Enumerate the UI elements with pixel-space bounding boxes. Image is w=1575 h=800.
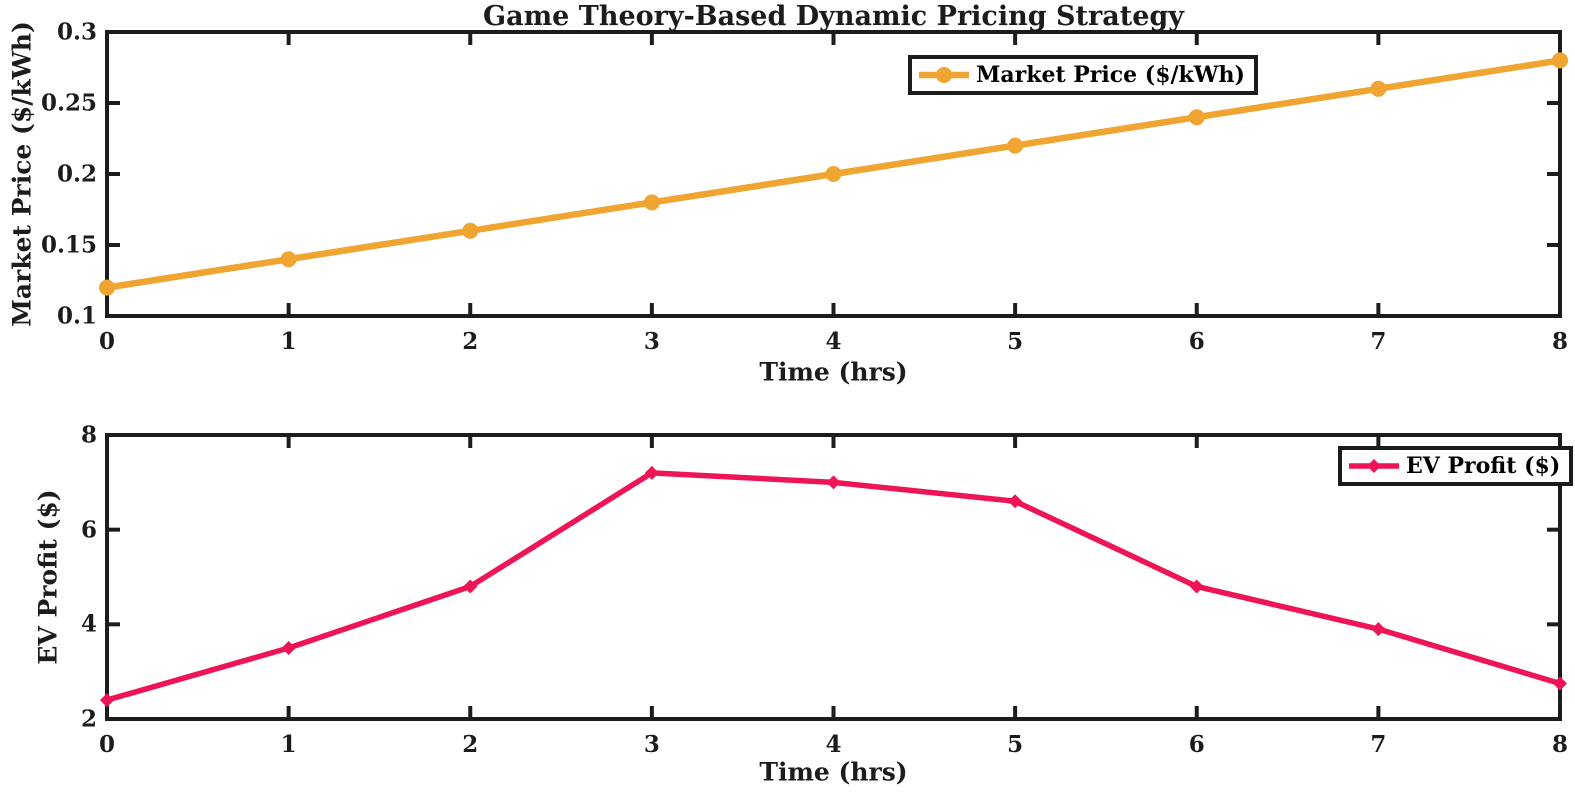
x-tick-label: 8 xyxy=(1551,328,1569,355)
y-tick-label: 6 xyxy=(80,516,97,544)
data-point-marker xyxy=(1007,137,1024,154)
y-tick-label: 0.1 xyxy=(56,302,97,330)
axis-ticks xyxy=(105,433,1562,721)
top-x-axis-label: Time (hrs) xyxy=(759,357,908,387)
x-tick-label: 4 xyxy=(825,731,842,758)
data-point-marker xyxy=(1008,494,1023,509)
x-tick-label: 4 xyxy=(825,328,842,355)
x-tick-label: 1 xyxy=(280,328,297,355)
data-point-marker xyxy=(99,279,115,296)
x-tick-label: 7 xyxy=(1370,328,1387,355)
axis-ticks xyxy=(105,30,1562,318)
bottom-x-axis-label: Time (hrs) xyxy=(759,757,908,787)
data-point-marker xyxy=(1188,109,1205,126)
x-tick-label: 6 xyxy=(1188,328,1205,355)
x-tick-label: 3 xyxy=(643,731,660,758)
y-tick-label: 0.3 xyxy=(56,18,97,46)
data-point-marker xyxy=(1189,579,1204,594)
x-tick-label: 8 xyxy=(1551,731,1569,758)
series-markers-market-price-kwh xyxy=(99,52,1568,296)
x-tick-label: 5 xyxy=(1007,731,1024,758)
data-point-marker xyxy=(1371,622,1386,637)
data-point-marker xyxy=(463,579,478,594)
data-point-marker xyxy=(281,641,296,655)
x-tick-label: 2 xyxy=(462,328,479,355)
data-point-marker xyxy=(1370,80,1387,97)
legend-sample-marker xyxy=(1367,459,1381,473)
y-tick-label: 8 xyxy=(80,421,97,449)
legend-line-sample-icon xyxy=(919,67,969,83)
legend-market-price: Market Price ($/kWh) xyxy=(908,55,1258,95)
x-tick-label: 1 xyxy=(280,731,297,758)
legend-market-price-label: Market Price ($/kWh) xyxy=(976,62,1245,88)
series-markers-ev-profit xyxy=(100,465,1567,708)
data-point-marker xyxy=(462,222,479,239)
y-tick-label: 0.15 xyxy=(40,231,97,259)
data-point-marker xyxy=(826,475,841,490)
x-tick-label: 0 xyxy=(98,731,116,758)
subplot-1 xyxy=(100,433,1567,721)
legend-ev-profit-label: EV Profit ($) xyxy=(1406,453,1561,479)
x-tick-label: 3 xyxy=(643,328,660,355)
y-tick-label: 0.25 xyxy=(40,89,97,117)
legend-line-sample-icon xyxy=(1349,459,1399,473)
x-tick-label: 6 xyxy=(1188,731,1205,758)
x-tick-label: 5 xyxy=(1007,328,1024,355)
data-point-marker xyxy=(825,166,842,182)
y-tick-label: 2 xyxy=(80,705,97,733)
x-tick-label: 7 xyxy=(1370,731,1387,758)
series-line-ev-profit xyxy=(104,470,1563,703)
data-point-marker xyxy=(100,693,114,708)
chart-title: Game Theory-Based Dynamic Pricing Strate… xyxy=(483,1,1184,32)
y-tick-label: 4 xyxy=(80,610,97,638)
data-point-marker xyxy=(280,251,297,268)
data-point-marker xyxy=(1553,676,1567,691)
x-tick-label: 0 xyxy=(98,328,116,355)
data-point-marker xyxy=(1552,52,1568,69)
data-point-marker xyxy=(644,465,659,480)
x-tick-label: 2 xyxy=(462,731,479,758)
legend-sample-marker xyxy=(936,67,952,83)
y-tick-label: 0.2 xyxy=(56,160,97,188)
subplot-0 xyxy=(99,30,1568,318)
legend-ev-profit: EV Profit ($) xyxy=(1338,446,1574,486)
data-point-marker xyxy=(643,194,660,211)
